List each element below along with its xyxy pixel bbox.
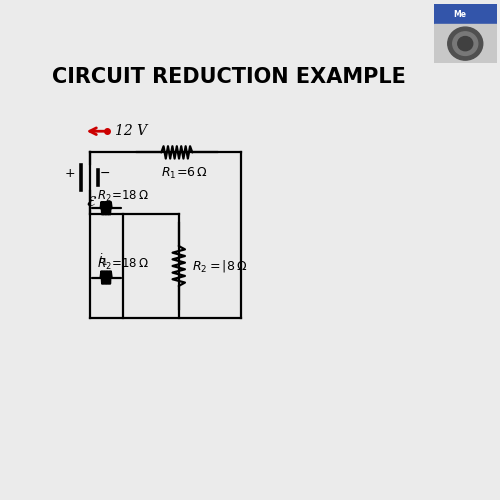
Text: $R_2\!=\!18\,\Omega$: $R_2\!=\!18\,\Omega$ [96, 256, 148, 272]
Circle shape [448, 27, 483, 60]
Circle shape [458, 36, 473, 51]
Text: Me: Me [453, 10, 466, 18]
Text: $R_2\!=\!18\,\Omega$: $R_2\!=\!18\,\Omega$ [96, 189, 148, 204]
Text: CIRCUIT REDUCTION EXAMPLE: CIRCUIT REDUCTION EXAMPLE [52, 68, 406, 87]
Text: −: − [100, 167, 110, 180]
Text: $\mathcal{E}$: $\mathcal{E}$ [86, 196, 97, 209]
Text: 12 V: 12 V [115, 124, 147, 138]
Circle shape [453, 32, 478, 56]
Bar [434, 24, 496, 62]
Text: $R_2 = |8\,\Omega$: $R_2 = |8\,\Omega$ [192, 258, 248, 274]
Text: +: + [65, 167, 76, 180]
Bar [434, 4, 496, 24]
Text: $R_1\!=\!6\,\Omega$: $R_1\!=\!6\,\Omega$ [161, 166, 208, 181]
Text: $i_1$: $i_1$ [98, 252, 108, 268]
